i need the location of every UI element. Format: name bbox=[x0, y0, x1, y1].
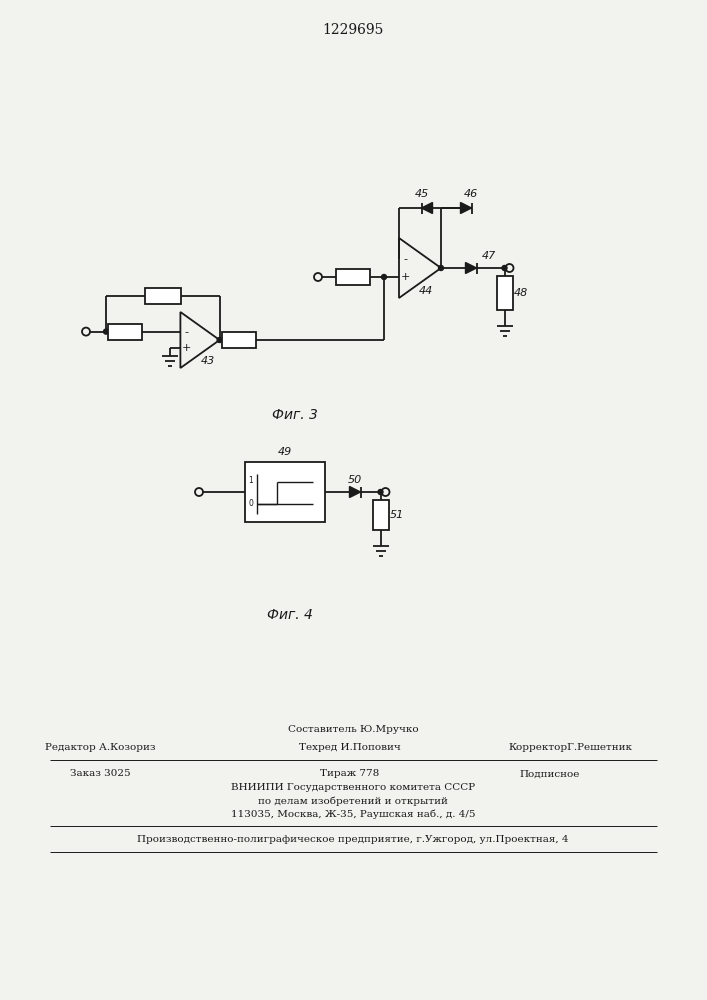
Text: 1229695: 1229695 bbox=[322, 23, 384, 37]
Polygon shape bbox=[465, 262, 477, 273]
Circle shape bbox=[502, 265, 507, 270]
Text: +: + bbox=[181, 343, 191, 353]
Bar bbox=[108, 324, 142, 340]
Text: 50: 50 bbox=[348, 475, 362, 485]
Text: Техред И.Попович: Техред И.Попович bbox=[299, 744, 401, 752]
Text: 0: 0 bbox=[248, 499, 253, 508]
Text: 48: 48 bbox=[513, 288, 527, 298]
Bar bbox=[245, 462, 325, 522]
Bar bbox=[373, 500, 389, 530]
Text: Составитель Ю.Мручко: Составитель Ю.Мручко bbox=[288, 726, 419, 734]
Bar bbox=[145, 288, 181, 304]
Circle shape bbox=[382, 274, 387, 279]
Text: ВНИИПИ Государственного комитета СССР: ВНИИПИ Государственного комитета СССР bbox=[231, 784, 475, 792]
Polygon shape bbox=[421, 202, 433, 214]
Text: КорректорГ.Решетник: КорректорГ.Решетник bbox=[508, 744, 632, 752]
Bar bbox=[496, 276, 513, 310]
Text: Заказ 3025: Заказ 3025 bbox=[70, 770, 130, 778]
Text: 1: 1 bbox=[248, 476, 253, 485]
Text: Подписное: Подписное bbox=[520, 770, 580, 778]
Polygon shape bbox=[460, 202, 472, 214]
Text: 46: 46 bbox=[464, 189, 478, 199]
Polygon shape bbox=[349, 487, 361, 497]
Circle shape bbox=[438, 265, 443, 270]
Text: 113035, Москва, Ж-35, Раушская наб., д. 4/5: 113035, Москва, Ж-35, Раушская наб., д. … bbox=[230, 809, 475, 819]
Text: Редактор А.Козориз: Редактор А.Козориз bbox=[45, 744, 156, 752]
Text: 51: 51 bbox=[390, 510, 404, 520]
Text: +: + bbox=[400, 272, 409, 282]
Text: 47: 47 bbox=[482, 251, 496, 261]
Text: Фиг. 4: Фиг. 4 bbox=[267, 608, 313, 622]
Text: 49: 49 bbox=[278, 447, 292, 457]
Text: 44: 44 bbox=[419, 286, 433, 296]
Bar bbox=[336, 269, 370, 285]
Circle shape bbox=[217, 338, 222, 342]
Bar bbox=[221, 332, 256, 348]
Text: -: - bbox=[184, 327, 188, 337]
Text: Производственно-полиграфическое предприятие, г.Ужгород, ул.Проектная, 4: Производственно-полиграфическое предприя… bbox=[137, 836, 568, 844]
Text: -: - bbox=[403, 254, 407, 264]
Text: Фиг. 3: Фиг. 3 bbox=[272, 408, 318, 422]
Text: Тираж 778: Тираж 778 bbox=[320, 770, 380, 778]
Circle shape bbox=[103, 329, 108, 334]
Text: 43: 43 bbox=[201, 356, 216, 366]
Text: 45: 45 bbox=[415, 189, 429, 199]
Text: по делам изобретений и открытий: по делам изобретений и открытий bbox=[258, 796, 448, 806]
Circle shape bbox=[378, 489, 383, 494]
